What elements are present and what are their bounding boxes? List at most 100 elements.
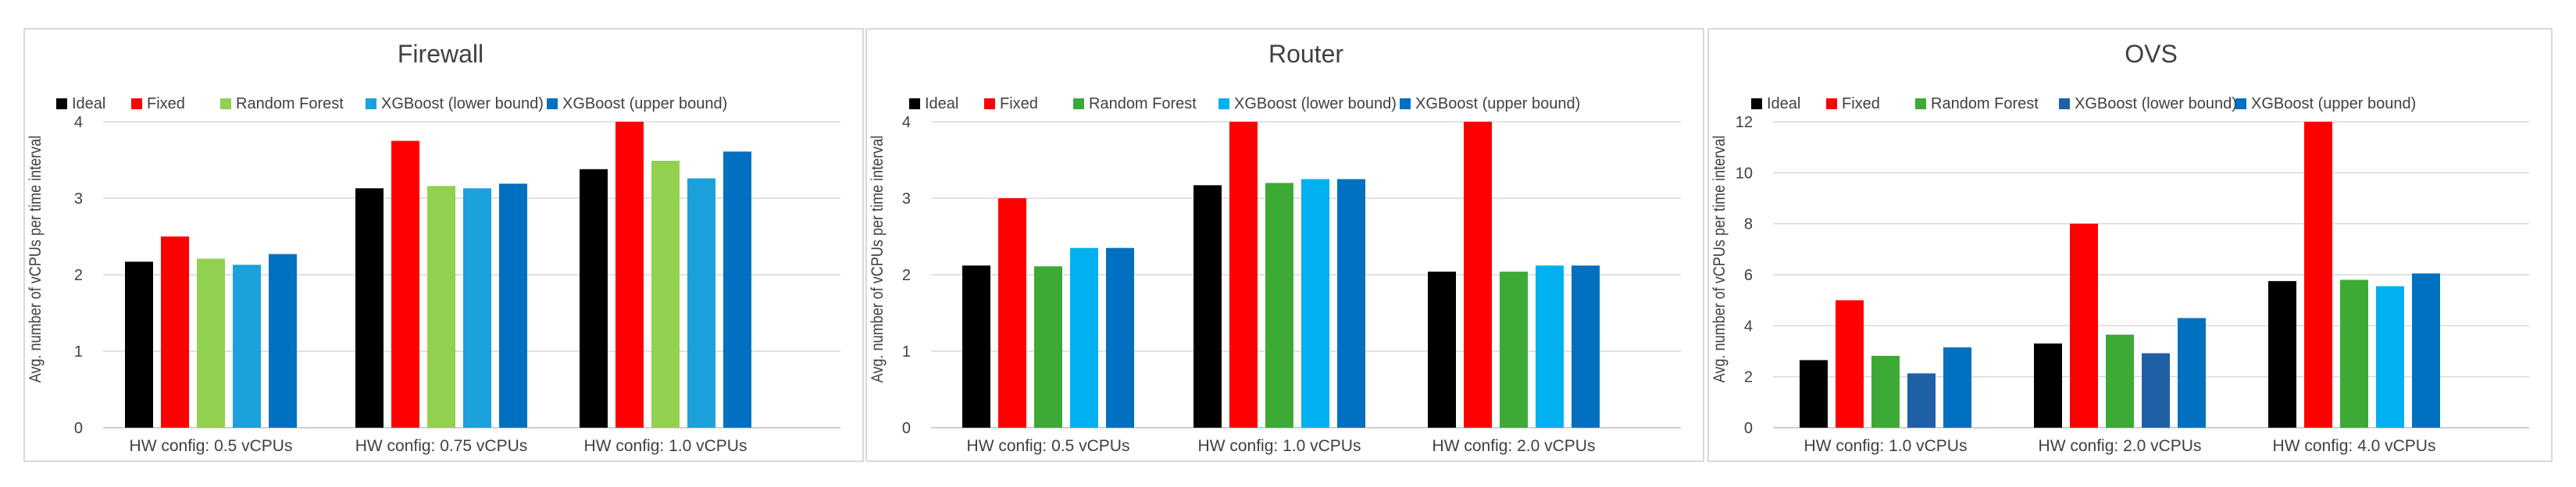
legend-swatch-ovs-random-forest <box>1915 98 1926 109</box>
y-axis-label-firewall: Avg. number of vCPUs per time interval <box>27 136 45 383</box>
legend-label-ovs-fixed: Fixed <box>1842 95 1880 112</box>
bar-ovs-fixed-2 <box>2304 122 2332 428</box>
y-tick-label-ovs: 0 <box>1744 420 1753 437</box>
y-tick-label-ovs: 2 <box>1744 369 1753 386</box>
y-tick-label-ovs: 4 <box>1744 318 1753 335</box>
chart-ovs: OVS Ideal Fixed Random Forest XGBoost (lower… <box>1711 40 2529 455</box>
bar-router-xgboost-lower-bound-2 <box>1536 265 1564 428</box>
y-tick-label-ovs: 6 <box>1744 267 1753 284</box>
bar-ovs-random-forest-2 <box>2340 279 2368 428</box>
y-tick-label-router: 0 <box>902 420 911 437</box>
bar-firewall-random-forest-1 <box>427 186 455 428</box>
bar-router-random-forest-1 <box>1265 183 1293 428</box>
legend-swatch-firewall-fixed <box>131 98 142 109</box>
legend-swatch-firewall-random-forest <box>220 98 231 109</box>
bar-router-fixed-0 <box>998 198 1026 428</box>
bar-router-xgboost-upper-bound-0 <box>1106 247 1134 428</box>
y-axis-label-ovs: Avg. number of vCPUs per time interval <box>1711 136 1729 383</box>
legend-swatch-router-xgboost-upper-bound <box>1400 98 1411 109</box>
bar-firewall-ideal-0 <box>125 261 153 428</box>
legend-swatch-router-xgboost-lower-bound <box>1218 98 1229 109</box>
bar-ovs-xgboost-upper-bound-2 <box>2412 273 2440 428</box>
chart-firewall: Firewall Ideal Fixed Random Forest XGBoost (… <box>27 40 840 455</box>
x-tick-label-router-2: HW config: 2.0 vCPUs <box>1432 437 1596 455</box>
y-tick-label-firewall: 2 <box>74 267 83 284</box>
bar-router-xgboost-lower-bound-0 <box>1070 247 1098 428</box>
bar-router-random-forest-2 <box>1500 272 1528 428</box>
chart-title-router: Router <box>1268 40 1343 68</box>
x-tick-label-ovs-1: HW config: 2.0 vCPUs <box>2039 437 2202 455</box>
y-tick-label-ovs: 12 <box>1736 114 1753 131</box>
legend-label-router-xgboost-upper-bound: XGBoost (upper bound) <box>1415 95 1580 112</box>
legend-label-firewall-fixed: Fixed <box>147 95 185 112</box>
panel-router: Router Ideal Fixed Random Forest XGBoost (lo… <box>865 28 1704 462</box>
bar-router-random-forest-0 <box>1034 266 1062 428</box>
x-tick-label-ovs-0: HW config: 1.0 vCPUs <box>1804 437 1968 455</box>
bar-ovs-xgboost-lower-bound-1 <box>2142 353 2170 428</box>
y-tick-label-router: 1 <box>902 343 911 361</box>
bar-ovs-fixed-1 <box>2070 223 2098 428</box>
x-tick-label-firewall-2: HW config: 1.0 vCPUs <box>584 437 747 455</box>
legend-swatch-ovs-ideal <box>1751 98 1762 109</box>
bar-ovs-ideal-2 <box>2268 281 2296 428</box>
bar-firewall-ideal-1 <box>355 188 384 428</box>
bar-router-ideal-0 <box>962 265 990 428</box>
legend-label-firewall-xgboost-upper-bound: XGBoost (upper bound) <box>562 95 727 112</box>
x-tick-label-router-0: HW config: 0.5 vCPUs <box>967 437 1130 455</box>
legend-label-ovs-xgboost-lower-bound: XGBoost (lower bound) <box>2075 95 2237 112</box>
bar-ovs-xgboost-lower-bound-0 <box>1907 373 1936 428</box>
legend-label-ovs-ideal: Ideal <box>1767 95 1800 112</box>
legend-swatch-router-random-forest <box>1073 98 1084 109</box>
bar-firewall-xgboost-upper-bound-2 <box>723 151 751 428</box>
y-axis-label-router: Avg. number of vCPUs per time interval <box>869 136 887 383</box>
bar-router-ideal-2 <box>1428 272 1456 428</box>
y-tick-label-router: 4 <box>902 114 911 131</box>
chart-title-firewall: Firewall <box>398 40 483 68</box>
bar-ovs-xgboost-upper-bound-1 <box>2178 318 2206 428</box>
bar-router-ideal-1 <box>1193 185 1222 428</box>
bar-ovs-xgboost-lower-bound-2 <box>2376 286 2404 428</box>
legend-label-router-ideal: Ideal <box>925 95 958 112</box>
x-tick-label-firewall-0: HW config: 0.5 vCPUs <box>130 437 293 455</box>
legend-label-ovs-xgboost-upper-bound: XGBoost (upper bound) <box>2251 95 2416 112</box>
y-tick-label-firewall: 4 <box>74 114 83 131</box>
bar-firewall-xgboost-upper-bound-1 <box>499 183 527 428</box>
bar-ovs-fixed-0 <box>1836 300 1864 428</box>
legend-label-firewall-ideal: Ideal <box>72 95 105 112</box>
bar-firewall-random-forest-0 <box>197 258 225 428</box>
bar-firewall-xgboost-lower-bound-0 <box>233 265 261 428</box>
y-tick-label-firewall: 3 <box>74 190 83 208</box>
legend-label-firewall-xgboost-lower-bound: XGBoost (lower bound) <box>381 95 544 112</box>
legend-label-router-random-forest: Random Forest <box>1089 95 1197 112</box>
bar-firewall-fixed-2 <box>615 122 644 428</box>
bar-firewall-xgboost-lower-bound-2 <box>687 178 715 428</box>
bar-firewall-ideal-2 <box>580 169 608 428</box>
bar-ovs-xgboost-upper-bound-0 <box>1943 347 1971 428</box>
legend-swatch-ovs-xgboost-upper-bound <box>2235 98 2246 109</box>
legend-swatch-router-ideal <box>909 98 920 109</box>
bar-firewall-fixed-1 <box>391 140 419 428</box>
legend-label-router-fixed: Fixed <box>1000 95 1038 112</box>
bar-ovs-random-forest-0 <box>1871 355 1900 428</box>
bar-firewall-random-forest-2 <box>651 160 680 428</box>
bar-ovs-ideal-1 <box>2034 343 2062 428</box>
y-tick-label-ovs: 8 <box>1744 216 1753 233</box>
bar-router-fixed-2 <box>1464 122 1492 428</box>
y-tick-label-ovs: 10 <box>1736 165 1753 182</box>
bar-router-xgboost-upper-bound-1 <box>1337 179 1365 428</box>
bar-router-xgboost-upper-bound-2 <box>1572 265 1600 428</box>
bar-firewall-fixed-0 <box>161 236 189 428</box>
x-tick-label-router-1: HW config: 1.0 vCPUs <box>1198 437 1361 455</box>
bar-firewall-xgboost-lower-bound-1 <box>463 188 491 428</box>
x-tick-label-ovs-2: HW config: 4.0 vCPUs <box>2273 437 2436 455</box>
panel-ovs: OVS Ideal Fixed Random Forest XGBoost (lower… <box>1707 28 2553 462</box>
legend-label-router-xgboost-lower-bound: XGBoost (lower bound) <box>1234 95 1397 112</box>
y-tick-label-router: 2 <box>902 267 911 284</box>
legend-swatch-firewall-ideal <box>56 98 67 109</box>
y-tick-label-router: 3 <box>902 190 911 208</box>
legend-swatch-ovs-xgboost-lower-bound <box>2059 98 2070 109</box>
bar-router-xgboost-lower-bound-1 <box>1301 179 1329 428</box>
bar-ovs-ideal-0 <box>1800 360 1828 428</box>
legend-swatch-router-fixed <box>984 98 995 109</box>
legend-swatch-firewall-xgboost-lower-bound <box>366 98 376 109</box>
